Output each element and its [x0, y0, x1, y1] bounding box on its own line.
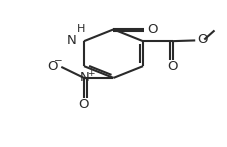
- Text: O: O: [79, 98, 89, 111]
- Text: H: H: [77, 24, 85, 34]
- Text: O: O: [47, 60, 58, 73]
- Text: N: N: [80, 71, 89, 84]
- Text: +: +: [87, 69, 95, 78]
- Text: O: O: [197, 34, 208, 46]
- Text: O: O: [147, 23, 157, 36]
- Text: −: −: [54, 56, 63, 66]
- Text: N: N: [66, 34, 76, 47]
- Text: O: O: [167, 60, 178, 73]
